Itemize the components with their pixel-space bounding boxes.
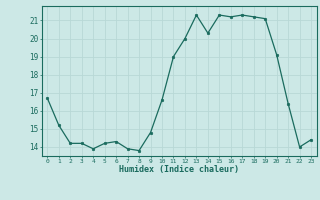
X-axis label: Humidex (Indice chaleur): Humidex (Indice chaleur) xyxy=(119,165,239,174)
